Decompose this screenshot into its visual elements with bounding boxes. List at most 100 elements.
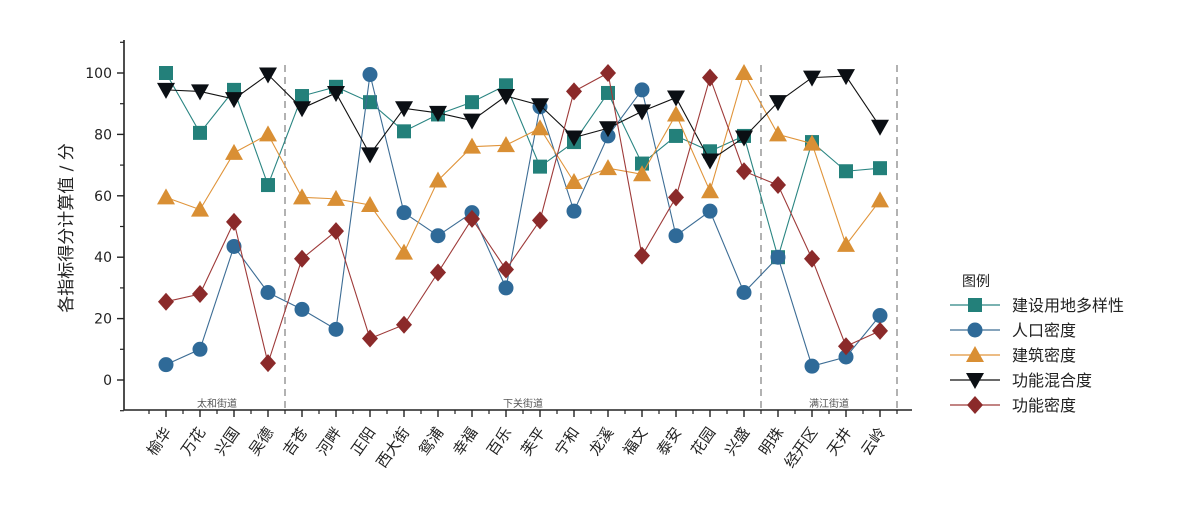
data-point-series-2 — [735, 64, 753, 80]
plot-area: 0 20 40 60 80 100 榆华 万花 兴国 吴德 吉苍 河畔 正阳西大街 鸳浦 幸福 百乐 芙平 宁和龙… — [85, 40, 912, 471]
data-point-series-2 — [803, 134, 821, 151]
data-point-series-4 — [294, 249, 310, 268]
data-point-series-1 — [294, 301, 310, 317]
data-point-series-4 — [736, 162, 752, 181]
x-tick-label: 宁和 — [551, 424, 583, 459]
data-point-series-3 — [429, 105, 447, 122]
data-point-series-2 — [293, 188, 311, 205]
data-point-series-1 — [430, 228, 446, 244]
data-point-series-1 — [872, 308, 888, 324]
data-point-series-1 — [804, 358, 820, 374]
x-tick-label: 鸳浦 — [415, 424, 447, 459]
series-line-0 — [165, 72, 881, 260]
data-point-series-3 — [633, 104, 651, 121]
data-point-series-1 — [702, 203, 718, 219]
data-point-series-1 — [566, 203, 582, 219]
x-tick-label: 幸福 — [449, 424, 481, 459]
data-point-series-0 — [295, 89, 309, 104]
data-point-series-2 — [191, 200, 209, 217]
data-point-series-2 — [259, 125, 277, 142]
series-line-3 — [165, 73, 881, 162]
data-point-series-0 — [261, 178, 275, 193]
y-tick-label: 0 — [103, 373, 112, 389]
x-tick-label: 芙平 — [517, 424, 549, 459]
x-tick-label: 天井 — [823, 424, 855, 459]
data-point-series-2 — [565, 172, 583, 189]
data-point-series-3 — [803, 70, 821, 87]
data-point-series-4 — [498, 260, 514, 279]
data-point-series-3 — [191, 84, 209, 101]
legend-marker — [966, 346, 984, 362]
data-point-series-2 — [667, 105, 685, 122]
data-point-series-2 — [769, 125, 787, 142]
data-point-series-4 — [600, 64, 616, 82]
legend-label: 人口密度 — [1012, 321, 1076, 340]
data-point-series-4 — [668, 188, 684, 207]
data-point-series-3 — [225, 92, 243, 109]
district-label: 太和街道 — [197, 397, 237, 410]
data-point-series-4 — [770, 176, 786, 195]
data-point-series-1 — [226, 238, 242, 254]
legend-label: 建设用地多样性 — [1012, 296, 1124, 315]
x-tick-label: 百乐 — [483, 424, 515, 459]
legend-label: 功能密度 — [1012, 396, 1076, 415]
data-point-series-4 — [838, 337, 854, 356]
data-point-series-4 — [430, 263, 446, 282]
series-line-1 — [165, 74, 881, 367]
data-point-series-2 — [497, 136, 515, 153]
district-label: 下关街道 — [503, 397, 543, 410]
data-point-series-0 — [397, 124, 411, 139]
data-point-series-0 — [873, 161, 887, 176]
data-point-series-1 — [192, 341, 208, 357]
y-tick-label: 100 — [85, 66, 112, 82]
x-tick-label: 花园 — [687, 424, 719, 459]
data-point-series-1 — [328, 321, 344, 337]
data-point-series-4 — [158, 292, 174, 311]
data-point-series-1 — [396, 205, 412, 221]
legend-marker — [967, 322, 983, 338]
data-point-series-0 — [499, 78, 513, 93]
data-point-series-1 — [838, 349, 854, 365]
data-point-series-0 — [533, 159, 547, 174]
data-point-series-3 — [463, 113, 481, 130]
x-tick-label: 龙溪 — [585, 424, 617, 459]
legend-label: 功能混合度 — [1012, 371, 1092, 390]
data-point-series-4 — [532, 211, 548, 230]
data-point-series-3 — [157, 82, 175, 99]
data-point-series-2 — [837, 235, 855, 252]
y-tick-label: 40 — [94, 250, 112, 266]
data-point-series-4 — [362, 329, 378, 348]
data-point-series-3 — [769, 95, 787, 112]
data-point-series-4 — [396, 315, 412, 334]
data-point-series-0 — [193, 125, 207, 140]
data-point-series-2 — [531, 119, 549, 136]
data-point-series-2 — [701, 182, 719, 199]
data-point-series-3 — [497, 89, 515, 106]
data-point-series-3 — [259, 67, 277, 84]
data-point-series-0 — [159, 66, 173, 80]
legend-marker — [966, 373, 984, 389]
data-point-series-4 — [226, 212, 242, 231]
x-tick-label: 云岭 — [857, 424, 889, 459]
data-point-series-1 — [362, 67, 378, 83]
data-point-series-4 — [464, 209, 480, 228]
data-point-series-2 — [327, 189, 345, 206]
data-point-series-3 — [735, 130, 753, 147]
data-point-series-3 — [667, 90, 685, 107]
x-tick-label: 兴国 — [211, 424, 243, 459]
district-label: 满江街道 — [809, 397, 849, 410]
data-point-series-4 — [804, 249, 820, 268]
data-point-series-3 — [837, 69, 855, 86]
data-point-series-3 — [531, 98, 549, 115]
x-tick-label: 榆华 — [143, 424, 175, 459]
legend-marker — [968, 298, 982, 312]
data-point-series-2 — [599, 159, 617, 176]
data-point-series-2 — [157, 188, 175, 205]
data-point-series-3 — [293, 101, 311, 118]
series-line-2 — [165, 71, 881, 254]
data-point-series-4 — [328, 222, 344, 241]
y-axis-title: 各指标得分计算值 / 分 — [57, 143, 77, 313]
data-point-series-1 — [498, 280, 514, 296]
y-tick-label: 60 — [94, 189, 112, 205]
